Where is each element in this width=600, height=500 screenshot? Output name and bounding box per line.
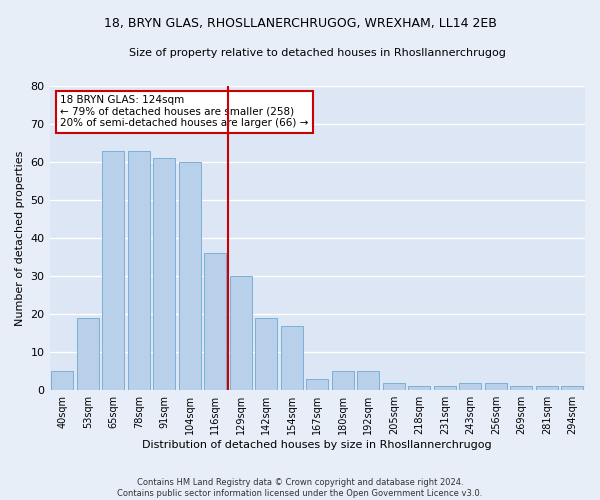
Bar: [383, 382, 404, 390]
Bar: [434, 386, 455, 390]
Bar: [307, 379, 328, 390]
Text: 18, BRYN GLAS, RHOSLLANERCHRUGOG, WREXHAM, LL14 2EB: 18, BRYN GLAS, RHOSLLANERCHRUGOG, WREXHA…: [104, 18, 496, 30]
Bar: [256, 318, 277, 390]
Bar: [128, 150, 149, 390]
Bar: [230, 276, 251, 390]
Y-axis label: Number of detached properties: Number of detached properties: [15, 150, 25, 326]
Bar: [103, 150, 124, 390]
Bar: [460, 382, 481, 390]
Bar: [281, 326, 302, 390]
Bar: [511, 386, 532, 390]
Title: Size of property relative to detached houses in Rhosllannerchrugog: Size of property relative to detached ho…: [129, 48, 506, 58]
Bar: [154, 158, 175, 390]
Bar: [205, 254, 226, 390]
Bar: [358, 371, 379, 390]
Text: Contains HM Land Registry data © Crown copyright and database right 2024.
Contai: Contains HM Land Registry data © Crown c…: [118, 478, 482, 498]
Text: 18 BRYN GLAS: 124sqm
← 79% of detached houses are smaller (258)
20% of semi-deta: 18 BRYN GLAS: 124sqm ← 79% of detached h…: [60, 95, 308, 128]
Bar: [409, 386, 430, 390]
Bar: [332, 371, 353, 390]
Bar: [562, 386, 583, 390]
Bar: [52, 371, 73, 390]
X-axis label: Distribution of detached houses by size in Rhosllannerchrugog: Distribution of detached houses by size …: [142, 440, 492, 450]
Bar: [536, 386, 557, 390]
Bar: [485, 382, 506, 390]
Bar: [77, 318, 98, 390]
Bar: [179, 162, 200, 390]
